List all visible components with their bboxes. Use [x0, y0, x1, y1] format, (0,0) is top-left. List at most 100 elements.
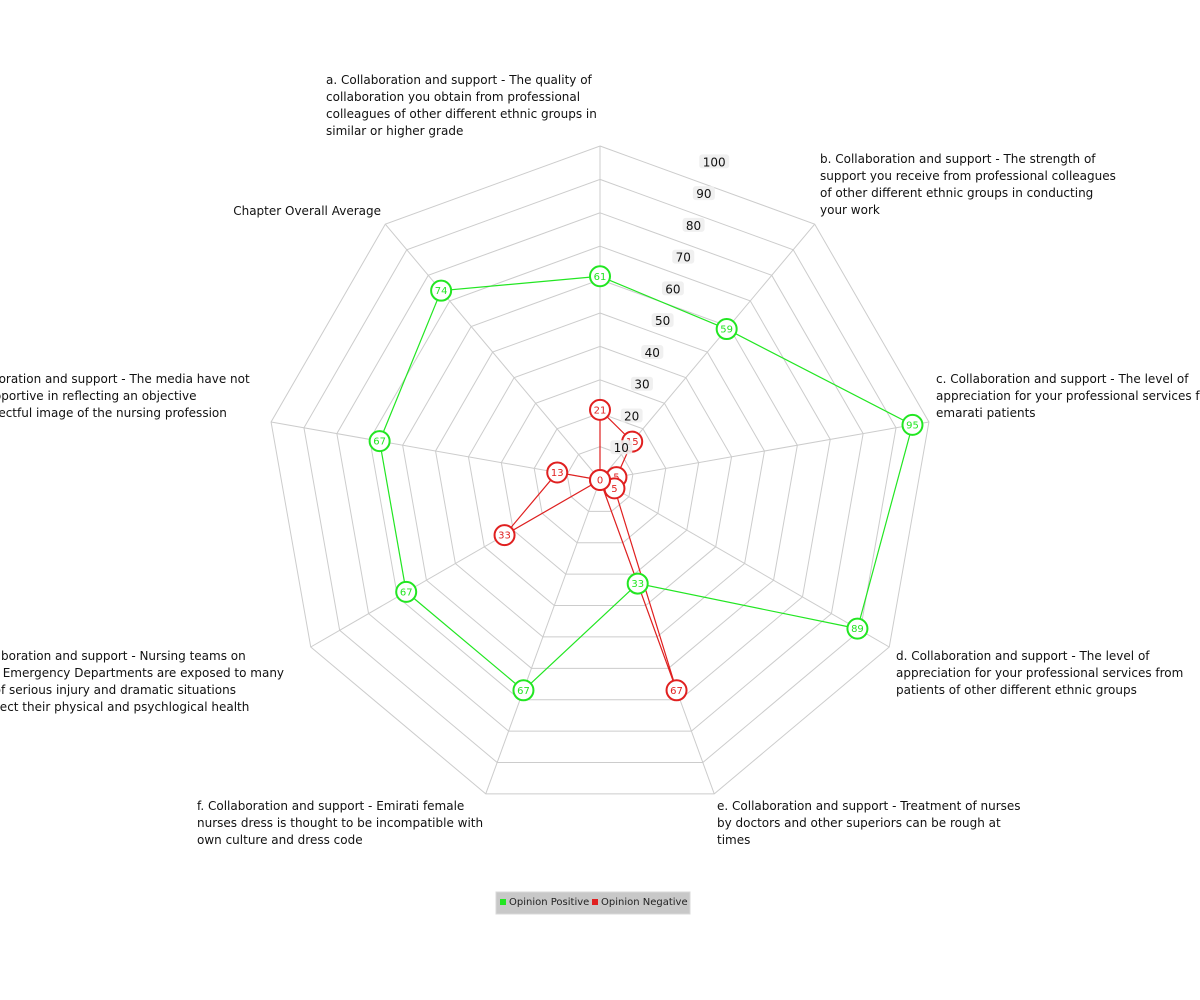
data-point[interactable]: 67 — [395, 580, 418, 603]
data-point-marker[interactable] — [368, 430, 391, 453]
series-layer: 61599589336767677421155567033130 — [368, 265, 924, 702]
data-point-marker[interactable] — [512, 679, 535, 702]
data-point-label: 67 — [670, 686, 683, 697]
data-point[interactable]: 59 — [715, 318, 738, 341]
data-point-marker[interactable] — [715, 318, 738, 341]
data-point-label: 0 — [597, 476, 603, 487]
grid-spoke — [384, 223, 601, 481]
grid-ring-100 — [270, 145, 930, 795]
data-point-marker[interactable] — [626, 572, 649, 595]
grid-ring-10 — [566, 446, 634, 512]
data-point-label: 33 — [631, 579, 644, 590]
tick-label: 80 — [686, 219, 701, 233]
axis-labels: a. Collaboration and support - The quali… — [0, 73, 1200, 847]
legend: Opinion Positive Opinion Negative — [495, 891, 691, 915]
tick-20: 20 — [620, 408, 643, 423]
tick-background — [692, 186, 715, 201]
tick-60: 60 — [661, 281, 684, 296]
legend-entry-positive[interactable]: Opinion Positive — [509, 897, 589, 908]
axis-label-0: a. Collaboration and support - The quali… — [326, 73, 597, 138]
grid-spoke — [599, 421, 930, 481]
grid-ring-50 — [435, 312, 765, 638]
axis-label-6: g. Collaboration and support - Nursing t… — [0, 649, 284, 714]
data-point-marker[interactable] — [395, 580, 418, 603]
tick-label: 70 — [676, 251, 691, 265]
grid-ring-60 — [402, 279, 798, 669]
data-point-marker[interactable] — [589, 398, 611, 421]
data-point-label: 61 — [594, 272, 607, 283]
data-point-marker[interactable] — [493, 524, 516, 547]
tick-background — [651, 313, 674, 328]
grid-ring-30 — [500, 379, 700, 575]
data-point[interactable]: 67 — [665, 679, 688, 702]
tick-background — [682, 217, 705, 232]
grid-ring-80 — [336, 212, 864, 732]
data-point[interactable]: 33 — [493, 524, 516, 547]
data-point-label: 21 — [594, 405, 607, 416]
tick-40: 40 — [641, 344, 664, 360]
tick-background — [699, 154, 730, 169]
axis-label-3: d. Collaboration and support - The level… — [896, 649, 1183, 697]
tick-100: 100 — [699, 154, 730, 169]
tick-background — [630, 376, 653, 391]
data-point[interactable]: 33 — [626, 572, 649, 595]
tick-10: 10 — [610, 440, 633, 455]
tick-70: 70 — [672, 249, 695, 265]
tick-background — [661, 281, 684, 296]
tick-labels: 10 20 30 40 50 60 70 80 90 100 — [610, 154, 730, 455]
tick-label: 50 — [655, 314, 670, 328]
data-point[interactable]: 61 — [589, 265, 611, 288]
data-point-marker[interactable] — [901, 413, 924, 436]
data-point[interactable]: 74 — [430, 279, 453, 302]
tick-background — [641, 344, 664, 359]
data-point-label: 59 — [720, 325, 733, 336]
tick-30: 30 — [630, 376, 653, 392]
tick-label: 30 — [634, 378, 649, 392]
grid-spoke — [599, 479, 890, 648]
axis-label-1: b. Collaboration and support - The stren… — [820, 152, 1116, 217]
data-point-marker[interactable] — [546, 461, 569, 484]
data-point-label: 74 — [435, 286, 448, 297]
tick-label: 100 — [703, 155, 726, 169]
tick-background — [672, 249, 695, 264]
data-point-marker[interactable] — [589, 469, 611, 491]
grid-ring-20 — [533, 412, 667, 544]
data-point-label: 5 — [611, 484, 617, 495]
data-point[interactable]: 21 — [589, 398, 611, 421]
data-point[interactable]: 13 — [546, 461, 569, 484]
data-point-label: 67 — [517, 686, 530, 697]
tick-label: 40 — [645, 346, 660, 360]
grid-ring-40 — [467, 345, 733, 607]
data-point-label: 95 — [906, 420, 919, 431]
data-point-label: 89 — [851, 624, 864, 635]
data-point[interactable]: 95 — [901, 413, 924, 436]
legend-swatch-positive — [500, 899, 506, 905]
axis-label-4: e. Collaboration and support - Treatment… — [717, 799, 1021, 847]
tick-label: 60 — [665, 282, 680, 296]
data-point-marker[interactable] — [665, 679, 688, 702]
tick-label: 20 — [624, 409, 639, 423]
axis-label-7: h. Collaboration and support - The media… — [0, 372, 250, 420]
tick-90: 90 — [692, 186, 715, 201]
series-line-1 — [504, 408, 678, 691]
data-point[interactable]: 89 — [846, 617, 869, 640]
data-point-marker[interactable] — [430, 279, 453, 302]
tick-background — [620, 408, 643, 423]
data-point-marker[interactable] — [589, 265, 611, 288]
series-line-0 — [378, 275, 914, 692]
data-point[interactable]: 67 — [368, 430, 391, 453]
grid-spoke — [485, 479, 601, 795]
axis-label-2: c. Collaboration and support - The level… — [936, 372, 1200, 420]
data-point[interactable]: 0 — [589, 469, 611, 491]
grid-ring-90 — [303, 178, 897, 763]
data-point[interactable]: 67 — [512, 679, 535, 702]
grid-spoke — [270, 421, 601, 481]
legend-entry-negative[interactable]: Opinion Negative — [601, 897, 688, 908]
data-point-label: 33 — [498, 531, 511, 542]
tick-background — [610, 440, 633, 455]
tick-80: 80 — [682, 217, 705, 233]
legend-swatch-negative — [592, 899, 598, 905]
data-point-label: 13 — [551, 468, 564, 479]
data-point-marker[interactable] — [846, 617, 869, 640]
